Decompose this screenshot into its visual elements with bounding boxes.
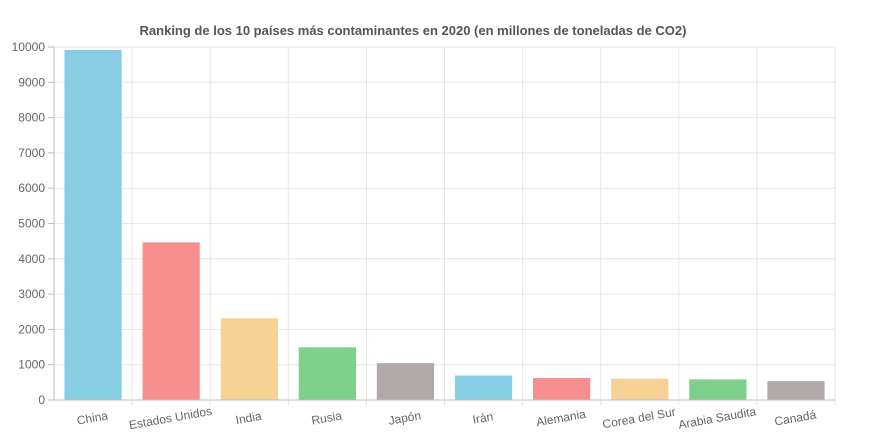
- y-tick-label: 7000: [18, 146, 45, 160]
- y-tick-label: 2000: [18, 322, 45, 336]
- bars-layer: China: 9900 Estados Unidos: 4450 India: 23…: [64, 50, 825, 401]
- x-tick-labels: China Estados Unidos India Rusia Japón Irán Al…: [76, 404, 818, 432]
- x-tick-label: Estados Unidos: [128, 404, 213, 432]
- bar-china[interactable]: China: 9900: [64, 50, 122, 401]
- y-tick-label: 10000: [12, 40, 46, 54]
- bar-rusia[interactable]: Rusia: 1480: [298, 347, 356, 401]
- x-tick-label: Alemania: [535, 407, 587, 430]
- y-tick-label: 9000: [18, 75, 45, 89]
- x-tick-label: Japón: [387, 408, 422, 427]
- y-tick-label: 3000: [18, 287, 45, 301]
- y-tick-labels: 0 1000 2000 3000 4000 5000 6000 7000 8000 9000 100…: [12, 40, 46, 407]
- bar-canadá[interactable]: Canadá: 520: [767, 381, 825, 401]
- y-tick-label: 0: [38, 393, 45, 407]
- y-tick-label: 4000: [18, 252, 45, 266]
- x-tick-label: China: [76, 408, 110, 427]
- x-tick-label: Irán: [471, 409, 494, 426]
- y-tick-label: 5000: [18, 217, 45, 231]
- bar-japón[interactable]: Japón: 1030: [376, 363, 435, 401]
- bar-corea-del-sur[interactable]: Corea del Sur: 590: [611, 378, 669, 401]
- y-tick-label: 6000: [18, 181, 45, 195]
- x-tick-label: Arabia Saudita: [677, 404, 757, 432]
- y-tick-label: 8000: [18, 111, 45, 125]
- x-tick-label: Rusia: [310, 408, 343, 427]
- bar-alemania[interactable]: Alemania: 610: [533, 377, 591, 401]
- x-tick-label: Corea del Sur: [601, 405, 676, 432]
- x-tick-label: Canadá: [773, 407, 817, 428]
- axis-layer: [48, 46, 835, 401]
- x-tick-label: India: [235, 409, 263, 427]
- bar-india[interactable]: India: 2300: [220, 318, 278, 401]
- chart-title: Ranking de los 10 países más contaminant…: [140, 23, 687, 38]
- bar-irán[interactable]: Irán: 680: [454, 375, 513, 401]
- bar-arabia-saudita[interactable]: Arabia Saudita: 570: [689, 379, 747, 401]
- bar-estados-unidos[interactable]: Estados Unidos: 4450: [142, 242, 200, 401]
- y-tick-label: 1000: [18, 358, 45, 372]
